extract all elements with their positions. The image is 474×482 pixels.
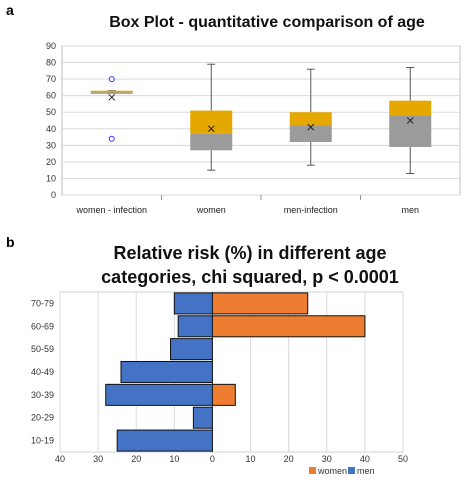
y-tick-label-a: 60 (46, 91, 56, 101)
box-upper-quartile (289, 112, 332, 126)
y-tick-label-a: 10 (46, 173, 56, 183)
bar-men (177, 315, 213, 338)
bar-men (120, 360, 213, 384)
bar-women (211, 383, 236, 406)
x-tick-label-b: 20 (131, 454, 141, 464)
x-tick-label-b: 30 (93, 454, 103, 464)
x-tick-label-b: 40 (360, 454, 370, 464)
x-tick-label-b: 10 (169, 454, 179, 464)
box-upper-quartile (190, 110, 233, 134)
bar-women (211, 315, 366, 338)
chart-title-b-line2: categories, chi squared, p < 0.0001 (101, 267, 399, 287)
x-tick-label-b: 20 (284, 454, 294, 464)
bar-men (170, 338, 213, 361)
x-tick-label-b: 30 (322, 454, 332, 464)
x-tick-label-b: 50 (398, 454, 408, 464)
y-tick-label-a: 20 (46, 157, 56, 167)
panel-label-b: b (6, 234, 15, 250)
chart-title-b-line1: Relative risk (%) in different age (113, 243, 387, 263)
bar-men (192, 406, 213, 429)
x-tick-label-b: 40 (55, 454, 65, 464)
legend-label-men: men (357, 466, 375, 476)
outlier-point (108, 135, 115, 142)
y-category-label-b: 30-39 (31, 390, 54, 400)
y-tick-label-a: 50 (46, 107, 56, 117)
box-lower-quartile (90, 92, 133, 94)
box-upper-quartile (389, 100, 432, 116)
x-category-label-a: men-infection (284, 205, 338, 215)
x-category-label-a: men (401, 205, 419, 215)
bar-men (105, 383, 213, 406)
y-category-label-b: 70-79 (31, 298, 54, 308)
y-category-label-b: 60-69 (31, 321, 54, 331)
x-category-label-a: women (196, 205, 226, 215)
y-tick-label-a: 80 (46, 58, 56, 68)
y-tick-label-a: 30 (46, 140, 56, 150)
y-tick-label-a: 40 (46, 124, 56, 134)
mean-marker (307, 123, 315, 131)
x-category-label-a: women - infection (75, 205, 147, 215)
mean-marker (108, 93, 116, 101)
panel-label-a: a (6, 2, 14, 18)
legend-swatch-men (348, 467, 355, 474)
y-tick-label-a: 70 (46, 74, 56, 84)
mean-marker (406, 117, 414, 124)
y-category-label-b: 40-49 (31, 367, 54, 377)
box-lower-quartile (190, 133, 233, 151)
bar-men (116, 429, 213, 452)
outlier-point (108, 76, 115, 83)
chart-title-a: Box Plot - quantitative comparison of ag… (109, 14, 425, 31)
x-tick-label-b: 0 (210, 454, 215, 464)
y-tick-label-a: 0 (51, 190, 56, 200)
bar-women (211, 292, 309, 315)
box-upper-quartile (90, 90, 133, 93)
x-tick-label-b: 10 (246, 454, 256, 464)
y-category-label-b: 50-59 (31, 344, 54, 354)
y-category-label-b: 20-29 (31, 413, 54, 423)
legend-label-women: women (317, 466, 347, 476)
legend-swatch-women (309, 467, 316, 474)
y-category-label-b: 10-19 (31, 436, 54, 446)
y-tick-label-a: 90 (46, 41, 56, 51)
box-lower-quartile (289, 125, 332, 143)
mean-marker (207, 125, 215, 133)
chart-title-b: Relative risk (%) in different age categ… (40, 241, 460, 289)
bar-men (173, 292, 213, 315)
